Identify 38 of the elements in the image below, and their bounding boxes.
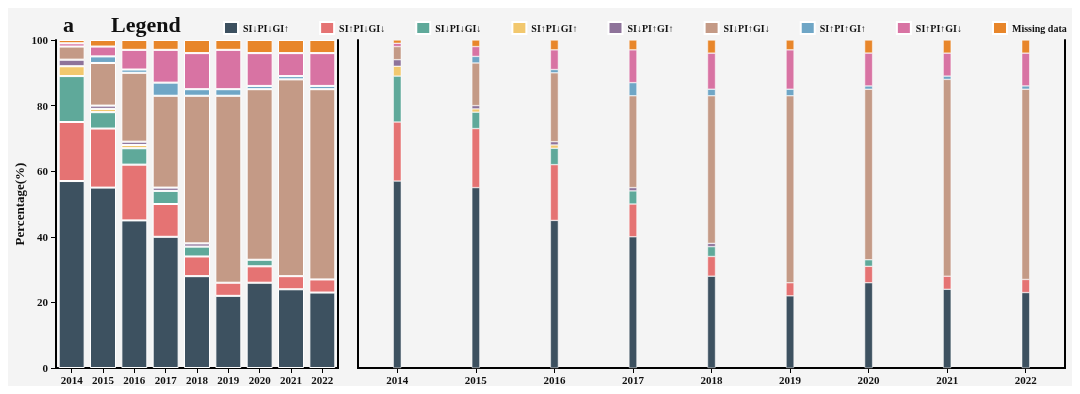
y-axis-title: Percentage(%) bbox=[12, 162, 27, 246]
y-tick-label: 60 bbox=[37, 165, 49, 178]
legend-title: Legend bbox=[111, 11, 181, 37]
x-tick-label: 2017 bbox=[621, 373, 645, 386]
legend-label: SI↓PI↑GI↓ bbox=[723, 22, 770, 34]
legend-label: SI↑PI↓GI↓ bbox=[339, 22, 386, 34]
x-tick-label: 2015 bbox=[92, 373, 115, 386]
x-tick-label: 2016 bbox=[123, 373, 146, 386]
x-tick-label: 2015 bbox=[464, 373, 488, 386]
y-tick-label: 40 bbox=[37, 230, 49, 243]
x-tick-label: 2014 bbox=[60, 373, 84, 386]
legend-label: SI↑PI↓GI↑ bbox=[531, 22, 578, 34]
x-tick-label: 2014 bbox=[386, 373, 409, 386]
legend-label: SI↑PI↑GI↓ bbox=[915, 22, 962, 34]
legend-label: SI↓PI↓GI↓ bbox=[435, 22, 482, 34]
bar bbox=[550, 72, 559, 142]
y-tick-label: 100 bbox=[31, 34, 49, 46]
legend-label: SI↓PI↑GI↑ bbox=[627, 22, 674, 34]
x-tick-label: 2021 bbox=[280, 373, 302, 386]
x-tick-label: 2017 bbox=[154, 373, 178, 386]
x-tick-label: 2018 bbox=[186, 373, 209, 386]
x-tick-label: 2022 bbox=[1014, 373, 1038, 386]
x-tick-label: 2019 bbox=[217, 373, 240, 386]
x-tick-label: 2020 bbox=[248, 373, 272, 386]
chart-title: a bbox=[63, 11, 74, 37]
x-tick-label: 2021 bbox=[936, 373, 959, 386]
bar bbox=[121, 72, 148, 142]
x-tick-label: 2022 bbox=[311, 373, 334, 386]
x-tick-label: 2020 bbox=[857, 373, 881, 386]
y-tick-label: 80 bbox=[37, 99, 49, 112]
x-tick-label: 2016 bbox=[543, 373, 566, 386]
y-tick-label: 0 bbox=[42, 362, 49, 374]
legend-label: Missing data bbox=[1011, 22, 1067, 34]
x-tick-label: 2018 bbox=[700, 373, 723, 386]
y-tick-label: 20 bbox=[37, 296, 49, 309]
legend-label: SI↓PI↓GI↑ bbox=[243, 22, 290, 34]
x-tick-label: 2019 bbox=[779, 373, 802, 386]
legend-label: SI↑PI↑GI↑ bbox=[819, 22, 866, 34]
